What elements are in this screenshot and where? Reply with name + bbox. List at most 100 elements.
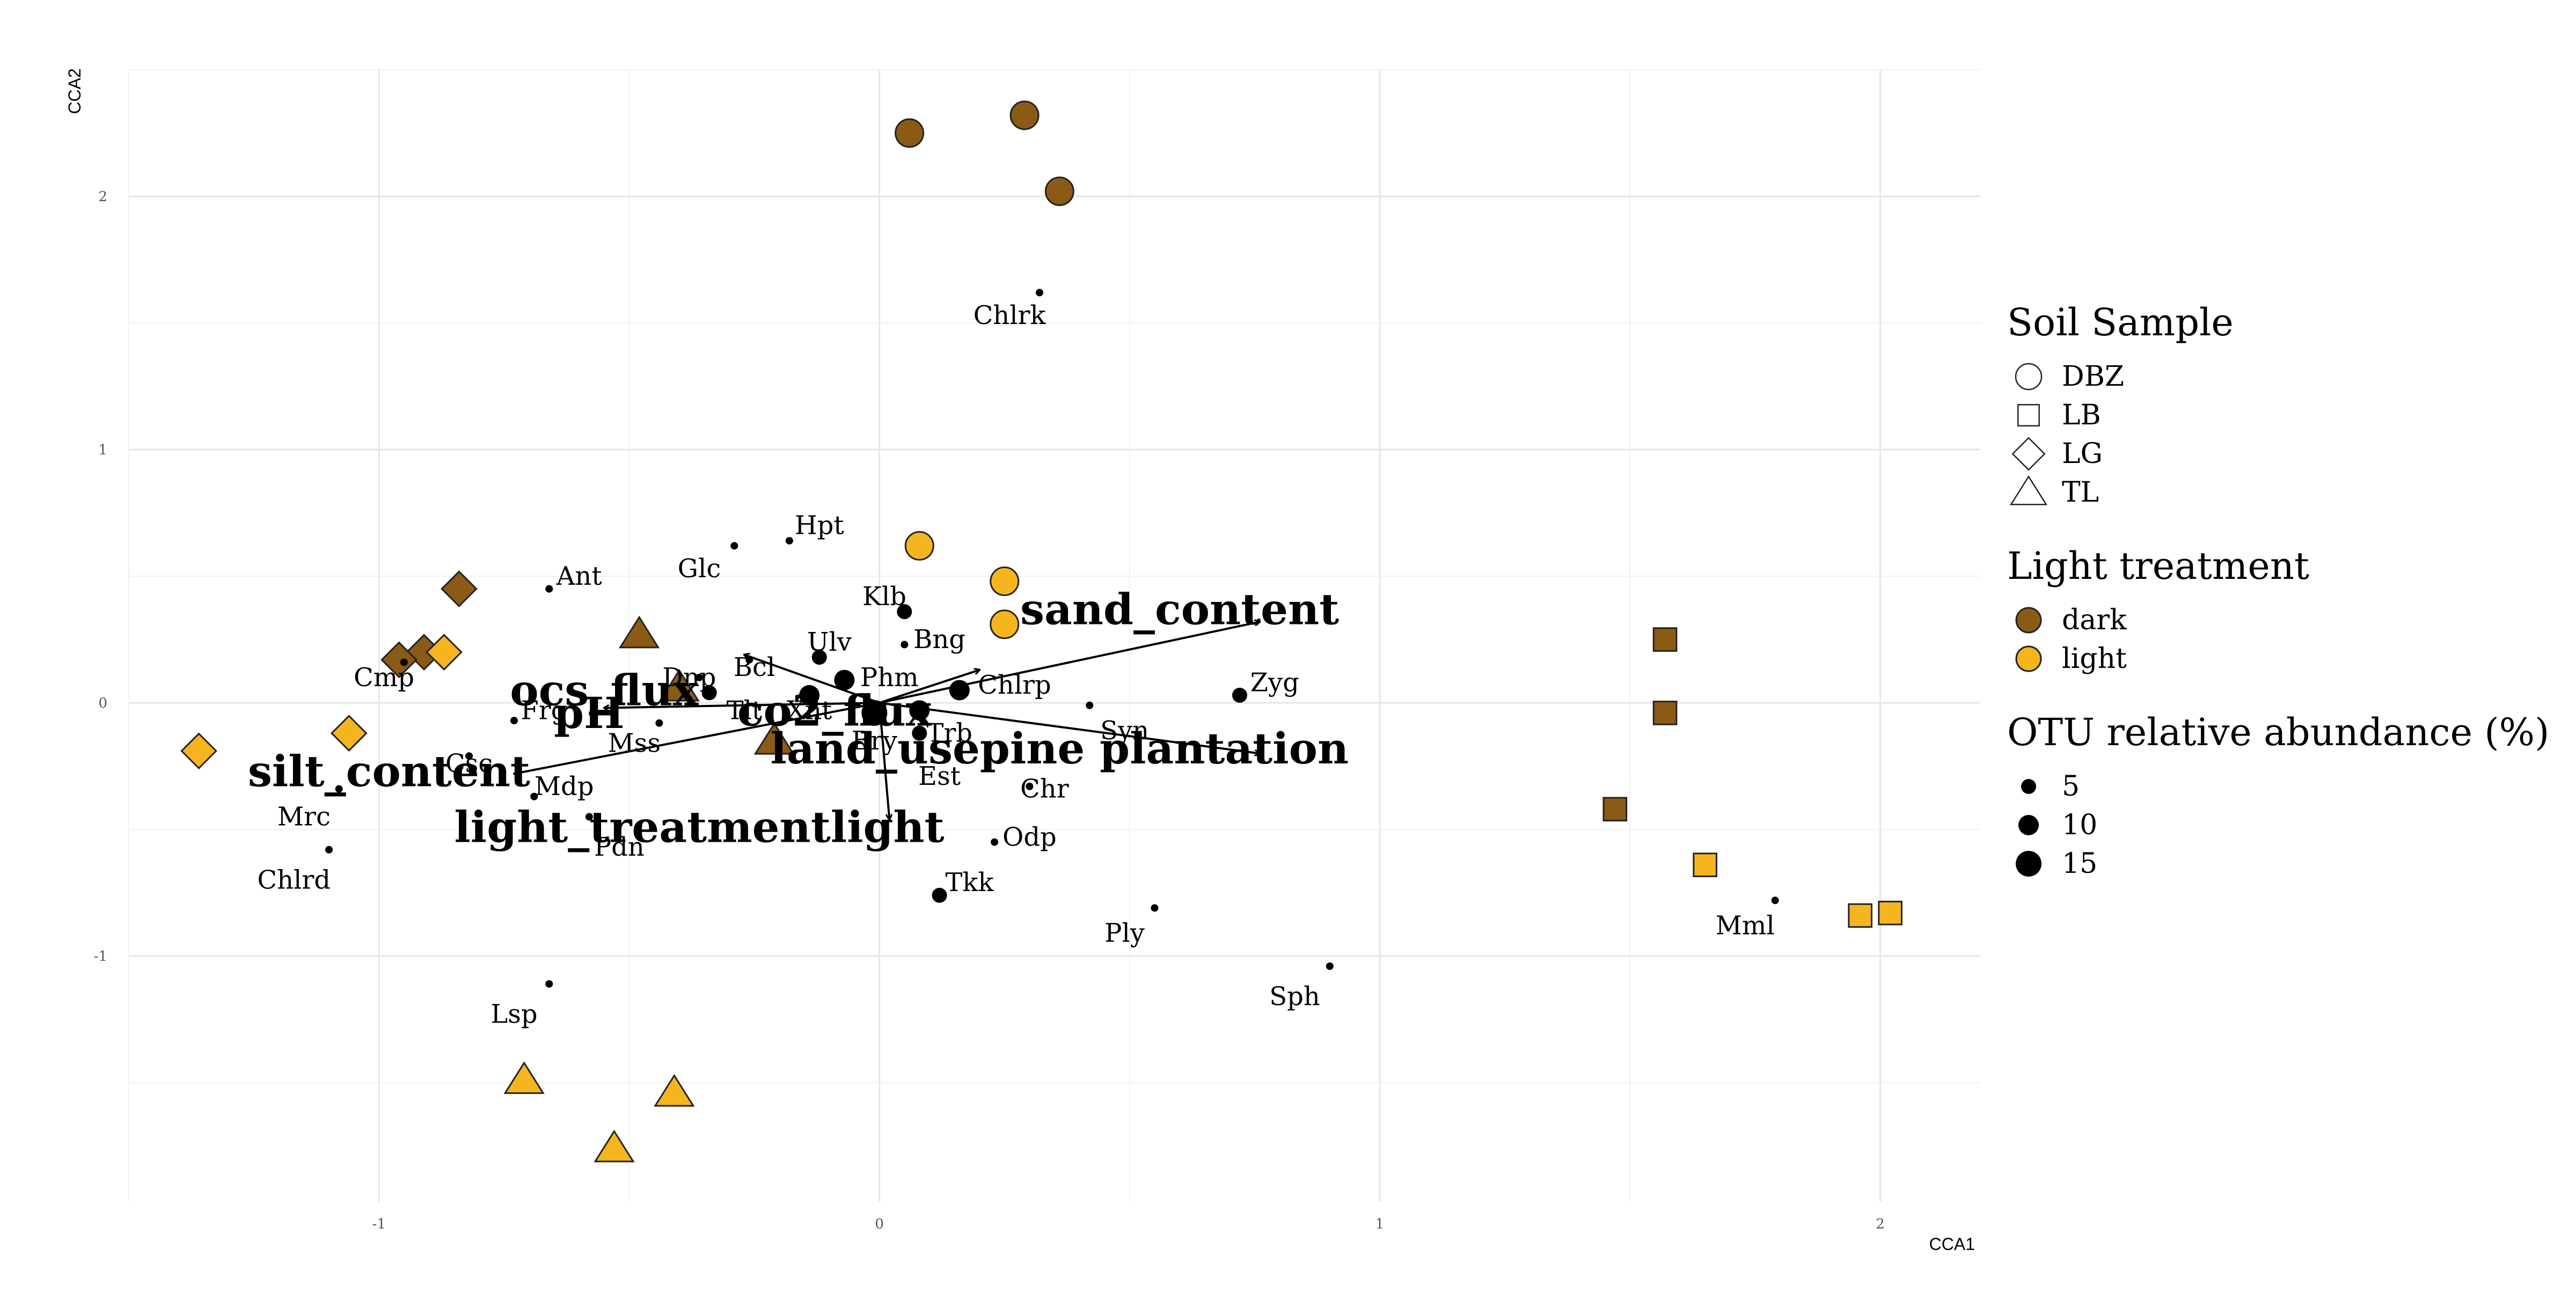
sample-point xyxy=(1848,903,1873,928)
legend-item-size-10-symbol xyxy=(2018,815,2039,835)
sample-point xyxy=(1878,901,1902,925)
legend-item-size-5-symbol xyxy=(2021,779,2036,794)
species-point xyxy=(1771,896,1779,904)
y-tick-label: 1 xyxy=(98,442,107,458)
x-tick-label: 0 xyxy=(875,1216,884,1232)
legend-item-tl: TL xyxy=(2007,473,2549,512)
species-point xyxy=(730,542,738,550)
legend-size-dot xyxy=(2021,779,2036,794)
species-label: Zyg xyxy=(1250,667,1299,697)
species-point xyxy=(799,685,820,705)
species-label: Pdn xyxy=(594,832,645,862)
sample-point xyxy=(654,1073,695,1107)
species-label: Trb xyxy=(926,718,972,748)
species-point xyxy=(861,700,888,726)
species-label: Klb xyxy=(862,582,906,612)
legend-shape-items: DBZ LB LG TL xyxy=(2007,357,2549,512)
legend-shape xyxy=(2017,404,2040,426)
sample-point xyxy=(330,715,368,752)
species-point xyxy=(811,650,827,665)
species-point xyxy=(1326,962,1334,970)
x-tick-label: 2 xyxy=(1876,1216,1885,1232)
species-point xyxy=(1026,782,1034,790)
species-point xyxy=(585,813,593,821)
sample-point xyxy=(904,531,934,561)
y-tick-label: 0 xyxy=(98,695,107,711)
legend-shape xyxy=(2011,437,2046,471)
species-label: Ulv xyxy=(807,627,852,657)
legend-size-items: 5 10 15 xyxy=(2007,767,2549,883)
species-label: Hpt xyxy=(795,511,844,541)
species-label: Bcl xyxy=(734,652,775,682)
legend-item-size-10-key xyxy=(2007,806,2050,844)
species-point xyxy=(545,980,553,988)
sample-point xyxy=(380,641,418,679)
sample-point xyxy=(1009,100,1040,130)
y-axis-title: CCA2 xyxy=(65,68,84,114)
env-label: silt_content xyxy=(248,746,530,797)
species-point xyxy=(325,845,333,854)
legend-light-treatment: Light treatment dark light xyxy=(2007,544,2549,678)
species-label: Bng xyxy=(913,624,965,654)
species-label: Tkk xyxy=(945,867,994,898)
species-label: Tlt xyxy=(727,695,763,725)
sample-point xyxy=(1652,701,1678,725)
env-arrow xyxy=(879,622,1260,704)
sample-point xyxy=(753,722,795,755)
legend-size-dot xyxy=(2016,851,2041,877)
sample-point xyxy=(618,615,660,649)
legend-item-lg-label: LG xyxy=(2062,438,2103,470)
legend-title-light-treatment: Light treatment xyxy=(2007,544,2310,588)
species-label: Odp xyxy=(1002,822,1057,852)
species-label: Chlrd xyxy=(257,865,331,895)
env-label: pH xyxy=(554,688,625,738)
legend-item-size-15-key xyxy=(2007,844,2050,883)
species-point xyxy=(465,752,473,760)
legend-item-dark-symbol xyxy=(2015,607,2042,634)
env-label: light_treatmentlight xyxy=(454,801,944,852)
species-point xyxy=(745,656,753,664)
species-point xyxy=(510,717,518,725)
legend-item-dbz-key xyxy=(2007,357,2050,396)
species-point xyxy=(1036,289,1044,297)
sample-point xyxy=(1693,852,1717,878)
legend-item-dbz-symbol xyxy=(2015,363,2043,391)
species-label: Cmp xyxy=(354,663,414,693)
env-label: sand_content xyxy=(1020,584,1339,634)
sample-point xyxy=(990,609,1020,639)
species-label: Csc xyxy=(445,748,493,778)
legend-item-lb-label: LB xyxy=(2062,399,2101,431)
legend-item-light-symbol xyxy=(2015,645,2042,672)
species-label: Lsp xyxy=(491,999,537,1029)
species-point xyxy=(530,792,538,800)
grid-lines xyxy=(128,69,1980,1202)
legend-item-size-15-label: 15 xyxy=(2062,848,2098,880)
sample-point xyxy=(180,732,217,770)
species-label: Est xyxy=(918,761,961,791)
species-point xyxy=(897,604,912,620)
legend-item-dbz-label: DBZ xyxy=(2062,361,2125,393)
sample-point xyxy=(895,118,925,148)
species-label: Syn xyxy=(1100,716,1149,746)
sample-point xyxy=(594,1129,635,1163)
sample-point xyxy=(990,567,1020,597)
species-label: Mrc xyxy=(277,802,331,832)
species-label: Ply xyxy=(1104,918,1145,948)
legend-shape xyxy=(2015,363,2043,391)
legend-item-lg-key xyxy=(2007,435,2050,473)
env-label: co2_flux xyxy=(737,685,932,736)
species-point xyxy=(909,700,930,721)
y-tick-label: 2 xyxy=(98,189,107,205)
species-label: Mdp xyxy=(535,771,594,801)
species-point xyxy=(695,673,703,681)
legend-item-dark-label: dark xyxy=(2062,604,2127,636)
species-point xyxy=(1086,701,1094,709)
env-arrow xyxy=(879,670,979,704)
legend-item-size-5-label: 5 xyxy=(2062,770,2080,803)
legend-item-dark: dark xyxy=(2007,601,2549,639)
environment-labels: sand_content land_usepine plantation silt_… xyxy=(248,584,1349,852)
legend-item-size-5: 5 xyxy=(2007,767,2549,806)
sample-point xyxy=(441,570,478,608)
species-point xyxy=(949,680,970,701)
